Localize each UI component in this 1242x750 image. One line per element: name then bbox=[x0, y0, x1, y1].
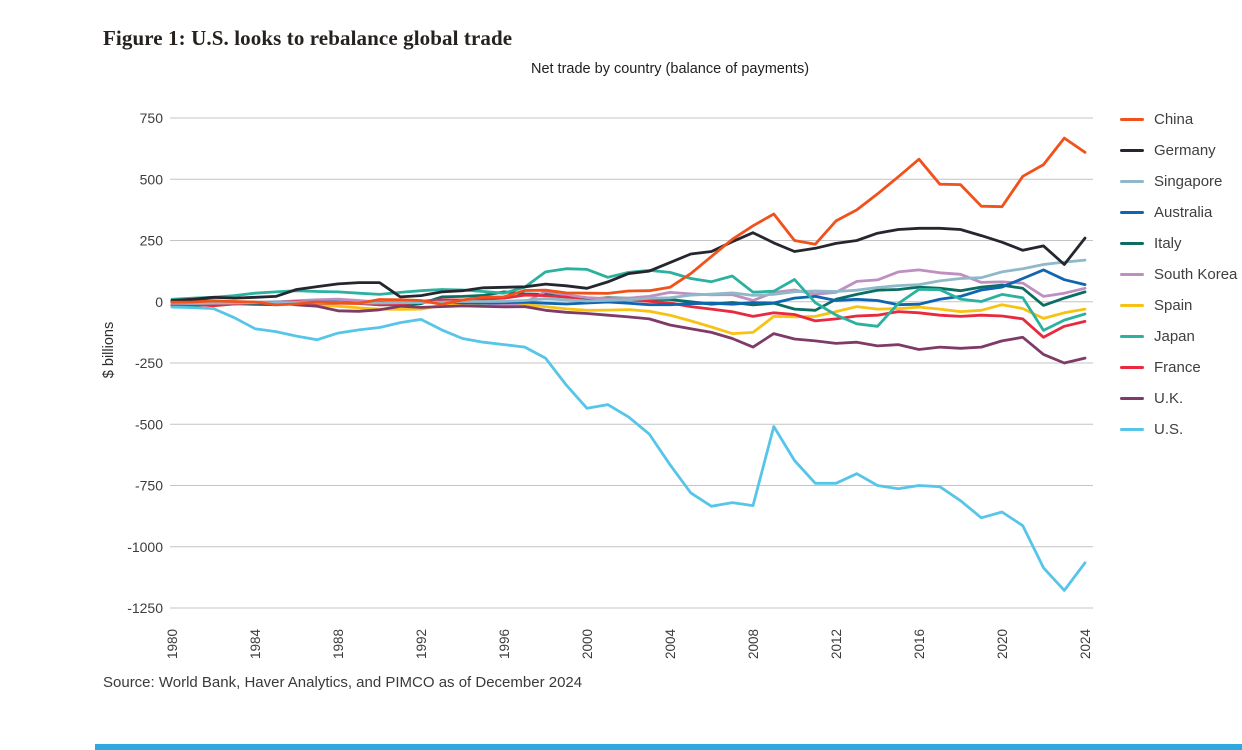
figure-title: Figure 1: U.S. looks to rebalance global… bbox=[103, 26, 513, 50]
y-tick-label: 750 bbox=[140, 110, 164, 126]
y-tick-label: -750 bbox=[135, 478, 163, 494]
legend-label: South Korea bbox=[1154, 266, 1238, 283]
legend-item: Australia bbox=[1120, 197, 1237, 228]
series-line-china bbox=[170, 136, 1087, 307]
legend-item: China bbox=[1120, 104, 1237, 135]
x-tick-label: 1980 bbox=[165, 629, 180, 659]
legend-swatch bbox=[1120, 148, 1144, 153]
x-tick-label: 2012 bbox=[829, 629, 844, 659]
legend-label: Singapore bbox=[1154, 173, 1223, 190]
legend-swatch bbox=[1120, 303, 1144, 308]
y-tick-label: 0 bbox=[155, 294, 163, 310]
y-tick-label: -250 bbox=[135, 355, 163, 371]
y-tick-label: -1250 bbox=[127, 600, 163, 616]
bottom-accent-bar bbox=[95, 744, 1242, 750]
legend-label: U.S. bbox=[1154, 421, 1184, 438]
legend-item: Singapore bbox=[1120, 166, 1237, 197]
y-tick-label: -500 bbox=[135, 416, 163, 432]
x-tick-label: 1984 bbox=[248, 628, 263, 659]
legend-swatch bbox=[1120, 365, 1144, 370]
x-tick-label: 2020 bbox=[995, 629, 1010, 659]
legend-swatch bbox=[1120, 210, 1144, 215]
series-line-germany bbox=[170, 226, 1087, 302]
legend-label: Australia bbox=[1154, 204, 1213, 221]
legend-swatch bbox=[1120, 117, 1144, 122]
chart-subtitle: Net trade by country (balance of payment… bbox=[530, 61, 810, 77]
x-tick-label: 2016 bbox=[912, 629, 927, 659]
series-line-south-korea bbox=[170, 268, 1087, 307]
legend-label: Japan bbox=[1154, 328, 1195, 345]
legend-swatch bbox=[1120, 427, 1144, 432]
legend-item: U.S. bbox=[1120, 414, 1237, 445]
legend-label: Spain bbox=[1154, 297, 1193, 314]
legend: China Germany Singapore Australia Italy South… bbox=[1120, 104, 1237, 445]
legend-item: Italy bbox=[1120, 228, 1237, 259]
legend-swatch bbox=[1120, 396, 1144, 401]
series-line-u-k- bbox=[170, 299, 1087, 365]
legend-swatch bbox=[1120, 179, 1144, 184]
series-line-spain bbox=[170, 301, 1087, 336]
legend-swatch bbox=[1120, 334, 1144, 339]
legend-item: Germany bbox=[1120, 135, 1237, 166]
legend-item: Spain bbox=[1120, 290, 1237, 321]
legend-item: U.K. bbox=[1120, 383, 1237, 414]
legend-item: South Korea bbox=[1120, 259, 1237, 290]
y-tick-label: 500 bbox=[140, 171, 164, 187]
y-tick-label: -1000 bbox=[127, 539, 163, 555]
series-line-u-s- bbox=[170, 305, 1087, 592]
x-tick-label: 2024 bbox=[1078, 628, 1093, 659]
legend-label: China bbox=[1154, 111, 1194, 128]
x-tick-label: 2008 bbox=[746, 629, 761, 659]
legend-label: Italy bbox=[1154, 235, 1182, 252]
legend-item: France bbox=[1120, 352, 1237, 383]
x-tick-label: 2000 bbox=[580, 629, 595, 659]
source-note: Source: World Bank, Haver Analytics, and… bbox=[103, 674, 583, 691]
x-tick-label: 1992 bbox=[414, 629, 429, 659]
x-tick-label: 1988 bbox=[331, 629, 346, 659]
y-tick-label: 250 bbox=[140, 233, 164, 249]
legend-swatch bbox=[1120, 272, 1144, 277]
legend-swatch bbox=[1120, 241, 1144, 246]
y-axis-label: $ billions bbox=[101, 322, 117, 378]
legend-label: Germany bbox=[1154, 142, 1216, 159]
legend-label: U.K. bbox=[1154, 390, 1184, 407]
legend-item: Japan bbox=[1120, 321, 1237, 352]
x-tick-label: 2004 bbox=[663, 628, 678, 659]
legend-label: France bbox=[1154, 359, 1201, 376]
x-tick-label: 1996 bbox=[497, 629, 512, 659]
